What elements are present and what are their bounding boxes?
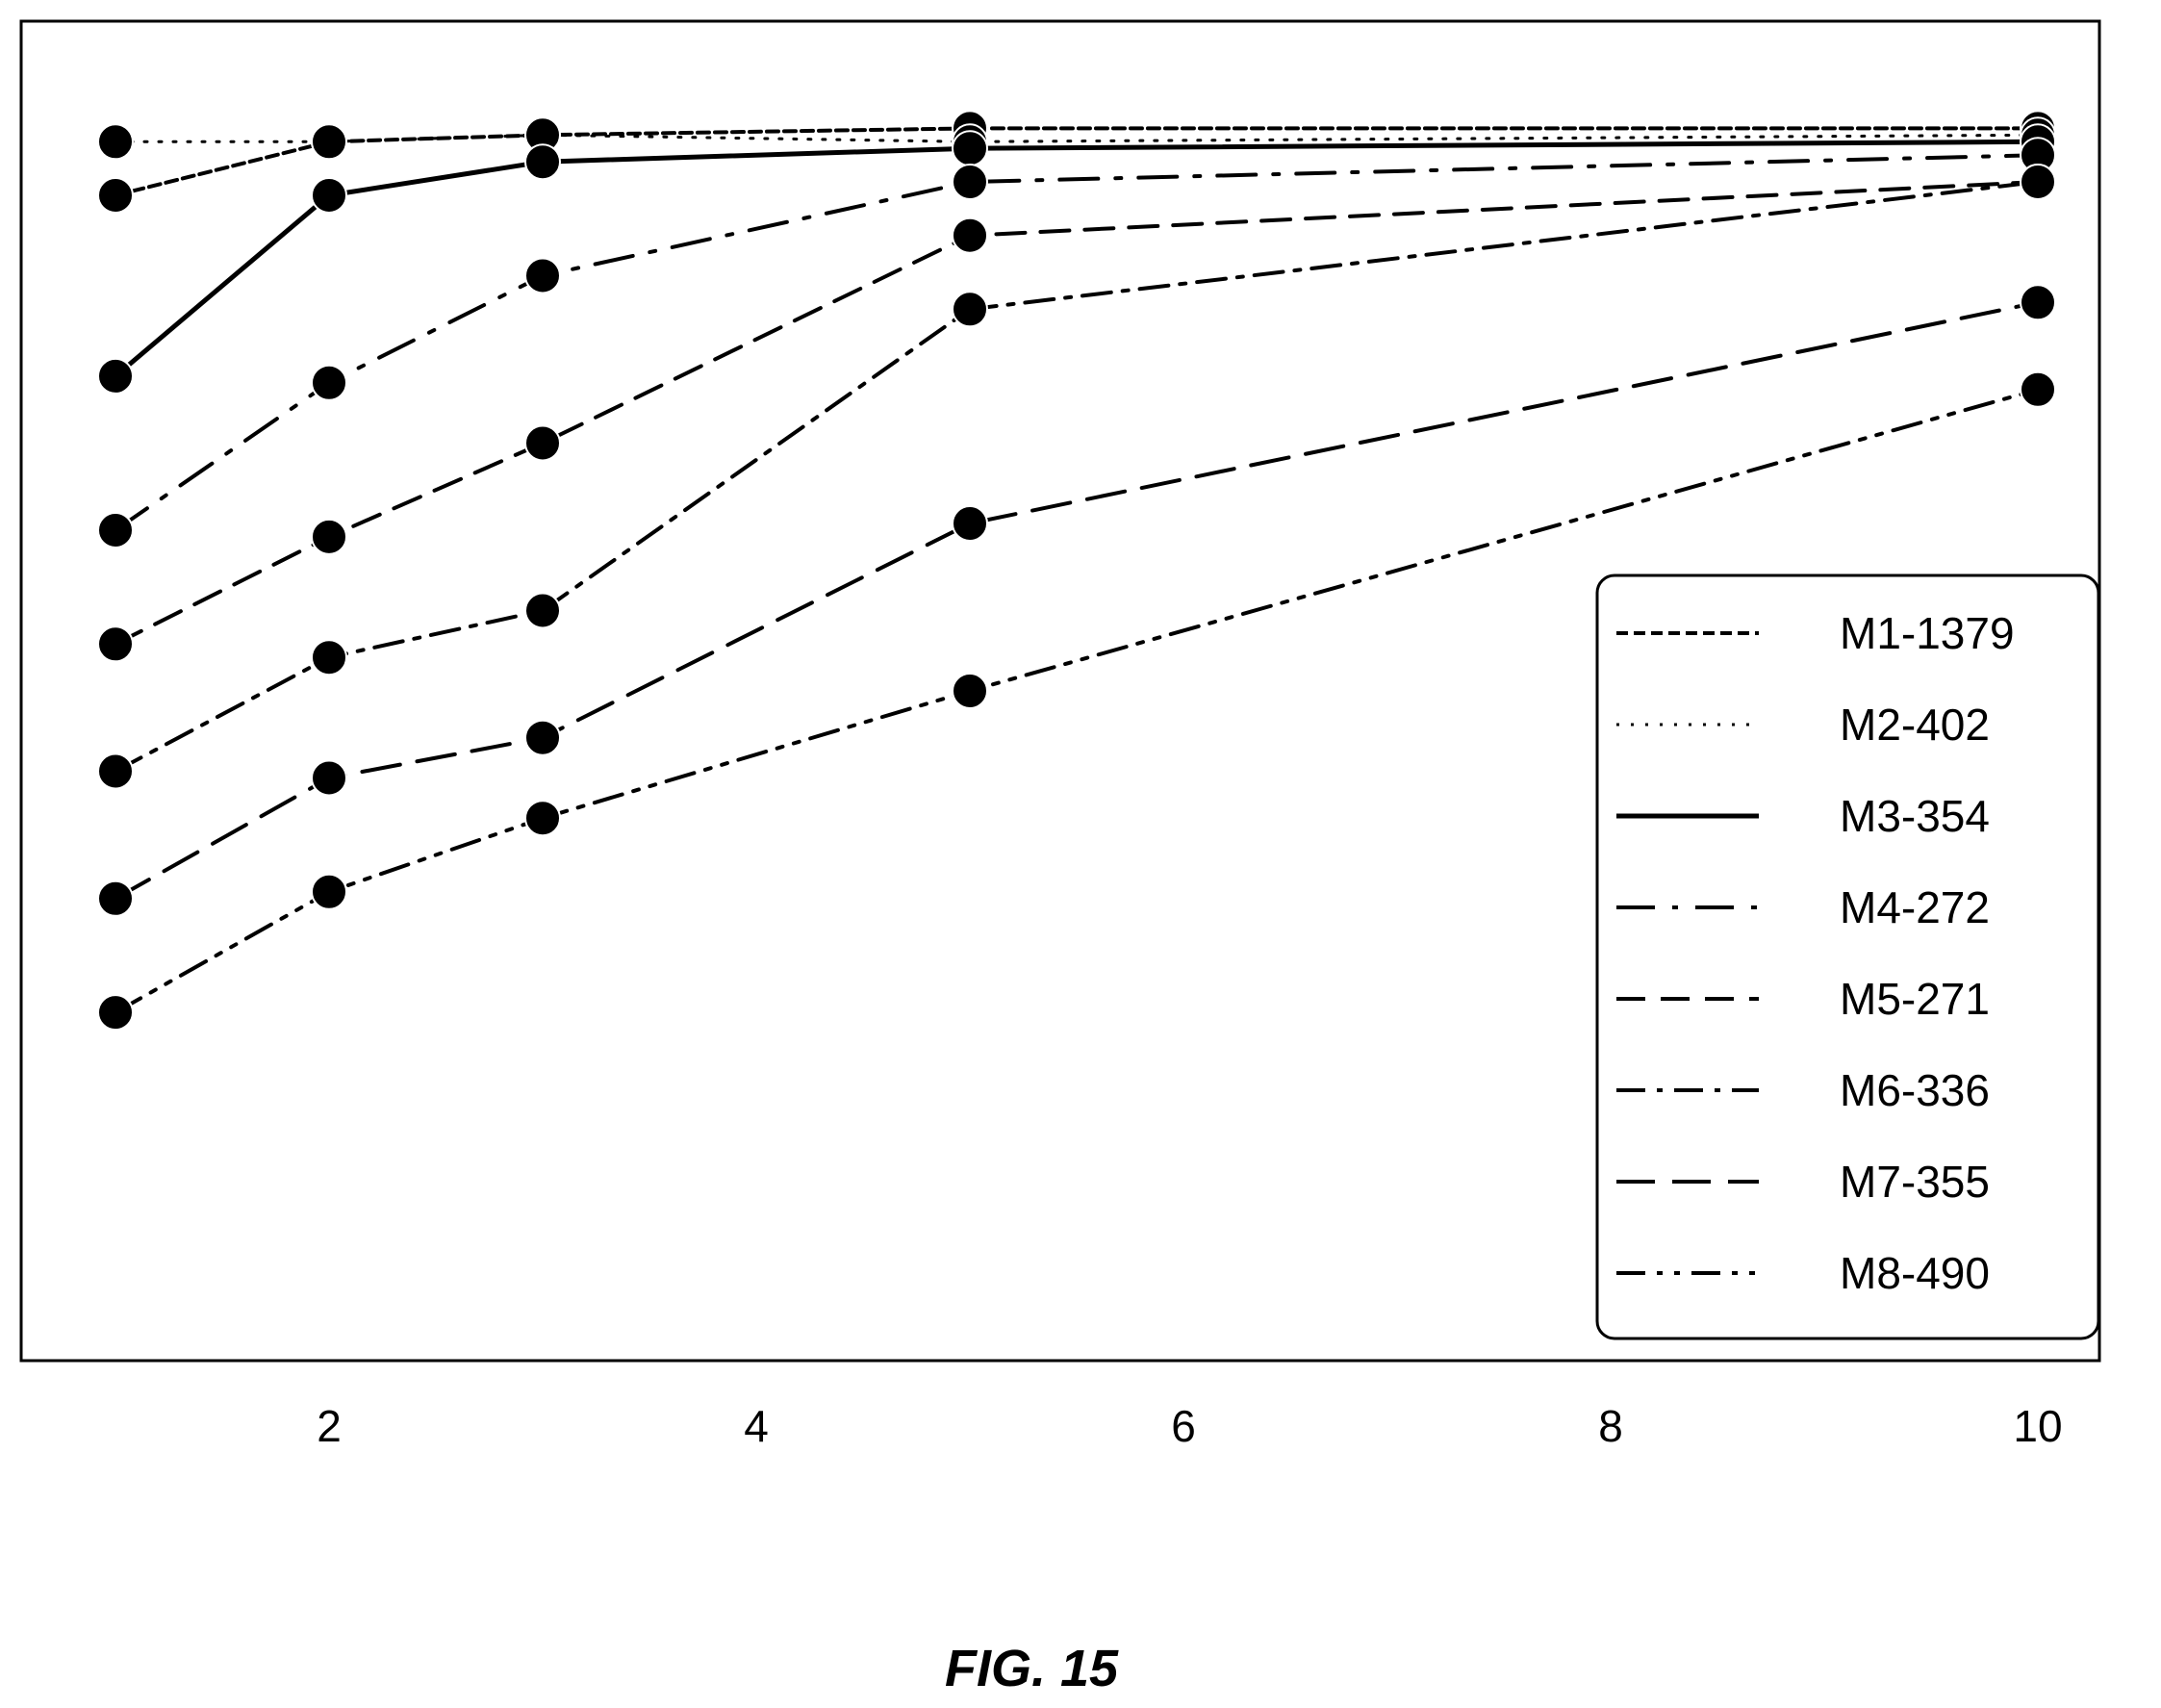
- legend-label-4: M4-272: [1840, 882, 1990, 932]
- x-tick-label-10: 10: [2013, 1401, 2062, 1451]
- data-point-series-4-x-1: [97, 512, 134, 548]
- data-point-series-6-x-1: [97, 752, 134, 790]
- data-point-series-7-x-3: [524, 719, 561, 756]
- data-point-series-2-x-1: [97, 123, 134, 161]
- data-point-series-3-x-3: [524, 143, 561, 181]
- data-point-series-4-x-5: [952, 164, 988, 200]
- data-point-series-4-x-2: [311, 364, 347, 401]
- legend: M1-1379 M2-402 M3-354 M4-272 M5-271 M6-336 M7-…: [1595, 574, 2100, 1340]
- marker-layer: [97, 110, 2056, 1032]
- legend-box: [1595, 574, 2100, 1340]
- data-point-series-6-x-10: [2020, 164, 2056, 200]
- x-axis-ticks: 2 4 6 8 10: [317, 1401, 2062, 1451]
- data-point-series-7-x-5: [952, 505, 988, 542]
- data-point-series-6-x-3: [524, 592, 561, 629]
- data-point-series-5-x-3: [524, 424, 561, 462]
- legend-items: M1-1379 M2-402 M3-354 M4-272 M5-271 M6-336 M7-…: [1616, 608, 2015, 1298]
- data-point-series-8-x-10: [2020, 370, 2056, 408]
- data-point-series-3-x-2: [311, 177, 347, 214]
- legend-label-1: M1-1379: [1840, 608, 2015, 658]
- data-point-series-4-x-3: [524, 257, 561, 294]
- data-point-series-5-x-5: [952, 217, 988, 254]
- data-point-series-1-x-1: [97, 177, 134, 214]
- legend-label-8: M8-490: [1840, 1248, 1990, 1298]
- x-tick-label-6: 6: [1171, 1401, 1196, 1451]
- data-point-series-7-x-10: [2020, 284, 2056, 321]
- legend-label-7: M7-355: [1840, 1157, 1990, 1207]
- data-point-series-3-x-5: [952, 130, 988, 167]
- data-point-series-7-x-1: [97, 879, 134, 917]
- legend-label-5: M5-271: [1840, 974, 1990, 1024]
- legend-label-3: M3-354: [1840, 791, 1990, 841]
- figure-caption: FIG. 15: [945, 1640, 1119, 1697]
- x-tick-label-2: 2: [317, 1401, 342, 1451]
- data-point-series-3-x-1: [97, 357, 134, 395]
- data-point-series-6-x-5: [952, 291, 988, 328]
- data-point-series-2-x-2: [311, 123, 347, 161]
- data-point-series-6-x-2: [311, 639, 347, 676]
- data-point-series-8-x-3: [524, 800, 561, 837]
- data-point-series-7-x-2: [311, 759, 347, 797]
- x-tick-label-4: 4: [744, 1401, 769, 1451]
- data-point-series-5-x-2: [311, 518, 347, 555]
- x-tick-label-8: 8: [1598, 1401, 1623, 1451]
- data-point-series-5-x-1: [97, 625, 134, 663]
- legend-label-6: M6-336: [1840, 1065, 1990, 1115]
- data-point-series-8-x-5: [952, 673, 988, 709]
- data-point-series-8-x-2: [311, 873, 347, 910]
- legend-label-2: M2-402: [1840, 700, 1990, 750]
- data-point-series-8-x-1: [97, 994, 134, 1032]
